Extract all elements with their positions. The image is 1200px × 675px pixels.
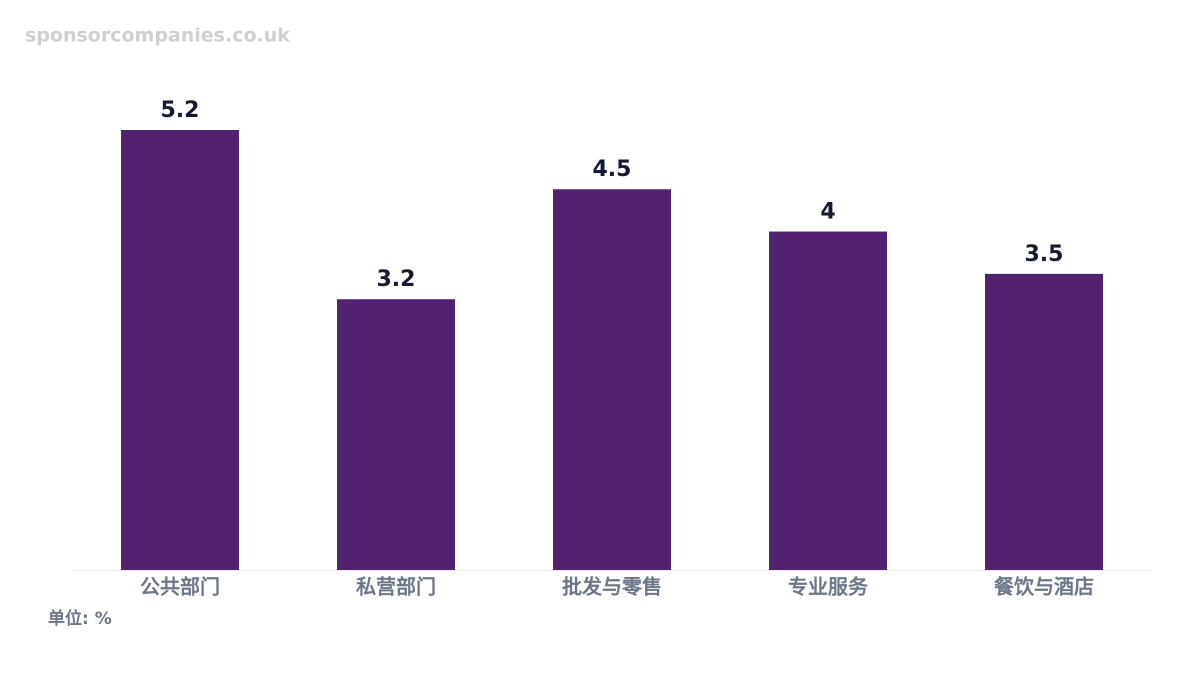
x-tick-label: 公共部门 [140, 575, 220, 599]
bar [553, 189, 671, 570]
bar [769, 231, 887, 571]
bar [337, 299, 455, 570]
value-label: 5.2 [161, 98, 200, 123]
unit-note: 单位: % [48, 608, 112, 629]
value-label: 4 [820, 200, 835, 225]
x-tick-label: 批发与零售 [562, 575, 662, 599]
value-label: 3.2 [377, 267, 416, 292]
bar [121, 130, 239, 570]
value-label: 4.5 [593, 157, 632, 182]
x-tick-label: 私营部门 [356, 575, 436, 599]
watermark: sponsorcompanies.co.uk [25, 25, 290, 47]
x-tick-label: 餐饮与酒店 [994, 575, 1094, 599]
value-label: 3.5 [1025, 242, 1064, 267]
bar [985, 273, 1103, 570]
x-tick-label: 专业服务 [788, 575, 869, 599]
